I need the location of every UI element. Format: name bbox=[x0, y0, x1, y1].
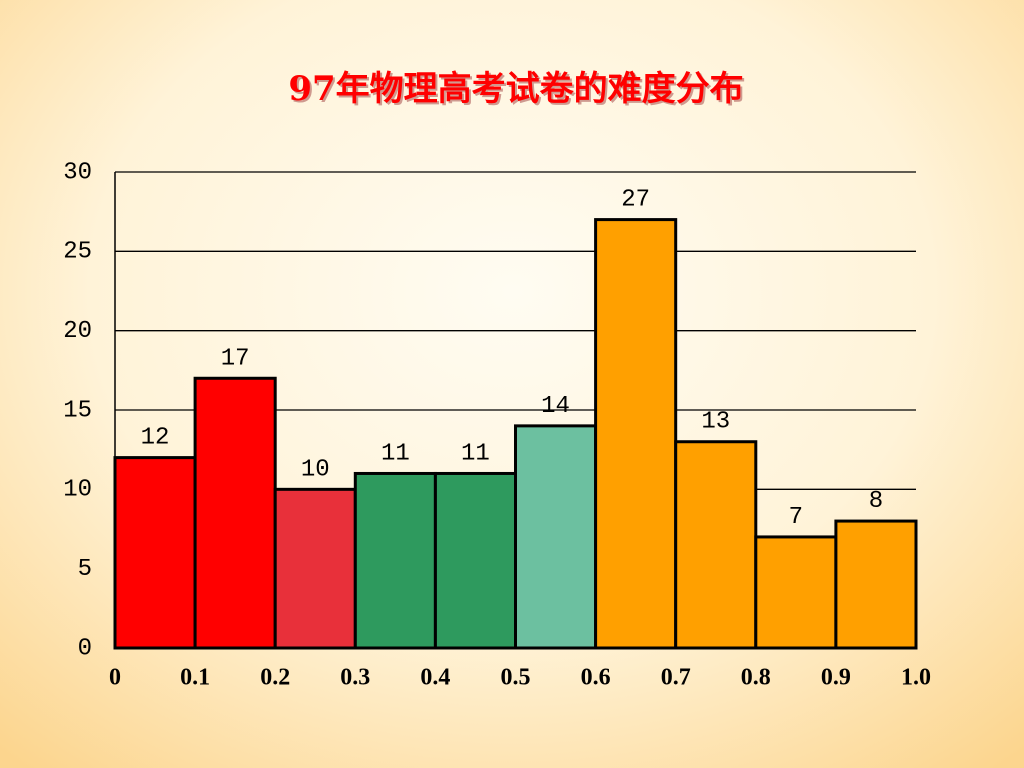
y-tick-label: 15 bbox=[63, 397, 92, 424]
data-label: 27 bbox=[621, 187, 650, 214]
y-tick-label: 30 bbox=[63, 159, 92, 186]
x-tick-label: 0 bbox=[109, 665, 121, 691]
x-tick-label: 0.3 bbox=[340, 665, 370, 691]
data-label: 17 bbox=[221, 345, 250, 372]
data-label: 8 bbox=[869, 488, 883, 515]
chart-title: 97年物理高考试卷的难度分布 bbox=[288, 69, 743, 109]
x-tick-label: 0.5 bbox=[501, 665, 531, 691]
data-label: 12 bbox=[141, 425, 170, 452]
x-tick-label: 0.6 bbox=[581, 665, 611, 691]
y-tick-label: 0 bbox=[78, 635, 92, 662]
bar bbox=[273, 487, 357, 650]
bar bbox=[674, 440, 758, 650]
data-label: 11 bbox=[461, 440, 490, 467]
bar bbox=[754, 535, 838, 650]
data-label: 7 bbox=[789, 504, 803, 531]
x-tick-label: 0.4 bbox=[420, 665, 450, 691]
bar bbox=[514, 424, 598, 650]
bar bbox=[594, 218, 678, 650]
bar bbox=[834, 519, 918, 650]
x-tick-label: 0.8 bbox=[741, 665, 771, 691]
y-tick-label: 10 bbox=[63, 477, 92, 504]
bar bbox=[113, 456, 197, 650]
x-tick-label: 0.9 bbox=[821, 665, 851, 691]
x-tick-label: 0.7 bbox=[661, 665, 691, 691]
x-tick-label: 0.2 bbox=[260, 665, 290, 691]
chart-title-shadow: 97年物理高考试卷的难度分布 bbox=[290, 71, 745, 111]
data-label: 13 bbox=[701, 409, 730, 436]
bar bbox=[353, 471, 437, 650]
y-tick-label: 25 bbox=[63, 239, 92, 266]
y-tick-label: 5 bbox=[78, 556, 92, 583]
data-label: 10 bbox=[301, 456, 330, 483]
x-tick-label: 0.1 bbox=[180, 665, 210, 691]
y-tick-label: 20 bbox=[63, 318, 92, 345]
x-tick-label: 1.0 bbox=[901, 665, 931, 691]
data-label: 11 bbox=[381, 440, 410, 467]
bar bbox=[433, 471, 517, 650]
data-label: 14 bbox=[541, 393, 570, 420]
bar bbox=[193, 376, 277, 650]
